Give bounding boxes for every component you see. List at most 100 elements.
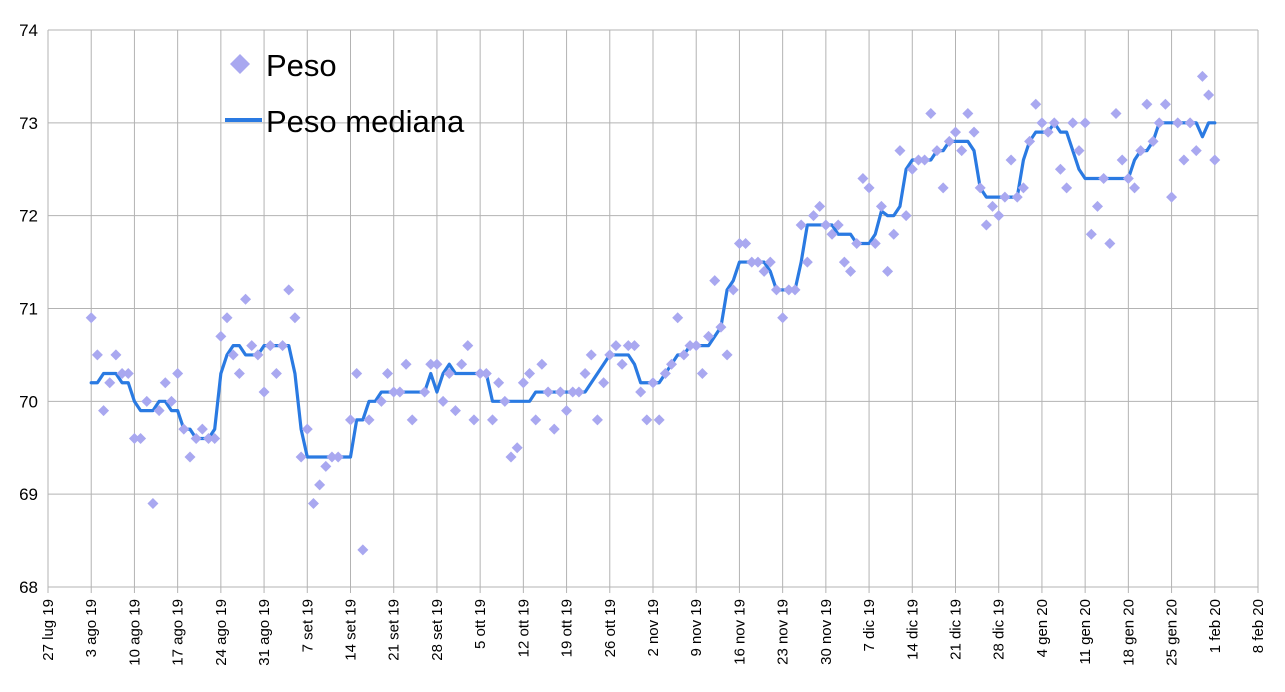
data-point xyxy=(746,256,758,268)
data-point xyxy=(1030,98,1042,110)
data-point xyxy=(406,414,418,426)
data-point xyxy=(511,442,523,454)
data-point xyxy=(233,367,245,379)
data-point xyxy=(845,265,857,277)
data-point xyxy=(480,367,492,379)
data-point xyxy=(591,414,603,426)
y-tick-label: 72 xyxy=(19,207,38,226)
data-point xyxy=(610,340,622,352)
data-point xyxy=(1036,117,1048,129)
data-point xyxy=(554,386,566,398)
data-point xyxy=(468,414,480,426)
x-tick-label: 27 lug 19 xyxy=(40,599,57,661)
data-point xyxy=(888,228,900,240)
data-point xyxy=(382,367,394,379)
data-point xyxy=(604,349,616,361)
data-point xyxy=(912,154,924,166)
data-point xyxy=(1159,98,1171,110)
data-point xyxy=(530,414,542,426)
data-point xyxy=(851,238,863,250)
data-point xyxy=(616,358,628,370)
data-point xyxy=(740,238,752,250)
data-point xyxy=(394,386,406,398)
data-point xyxy=(375,395,387,407)
data-point xyxy=(653,414,665,426)
data-point xyxy=(221,312,233,324)
x-tick-label: 11 gen 20 xyxy=(1077,599,1094,665)
data-point xyxy=(1085,228,1097,240)
data-point xyxy=(585,349,597,361)
data-point xyxy=(110,349,122,361)
data-point xyxy=(1141,98,1153,110)
data-point xyxy=(678,349,690,361)
x-tick-label: 8 feb 20 xyxy=(1250,599,1267,653)
x-tick-label: 28 set 19 xyxy=(429,599,446,661)
data-point xyxy=(628,340,640,352)
data-point xyxy=(900,210,912,222)
data-point xyxy=(536,358,548,370)
x-tick-label: 12 ott 19 xyxy=(515,599,532,657)
x-tick-label: 24 ago 19 xyxy=(213,599,230,666)
legend-label-peso-mediana: Peso mediana xyxy=(266,104,465,139)
data-point xyxy=(696,367,708,379)
x-tick-label: 28 dic 19 xyxy=(991,599,1008,660)
data-point xyxy=(875,200,887,212)
data-point xyxy=(635,386,647,398)
data-point xyxy=(425,358,437,370)
data-point xyxy=(950,126,961,138)
data-point xyxy=(277,340,289,352)
y-tick-label: 69 xyxy=(19,485,38,504)
data-point xyxy=(1196,70,1208,82)
data-point xyxy=(1116,154,1128,166)
data-point xyxy=(252,349,264,361)
x-tick-label: 9 nov 19 xyxy=(688,599,705,657)
data-point xyxy=(1073,145,1085,157)
data-point xyxy=(567,386,579,398)
data-point xyxy=(314,479,326,491)
data-point xyxy=(733,238,745,250)
data-point xyxy=(1098,173,1110,185)
data-point xyxy=(703,330,715,342)
legend-item-peso-mediana: Peso mediana xyxy=(225,104,465,139)
data-point xyxy=(1005,154,1017,166)
series-peso xyxy=(85,70,1221,556)
legend-marker-diamond xyxy=(230,54,250,74)
data-point xyxy=(190,432,202,444)
data-point xyxy=(320,460,332,472)
data-point xyxy=(882,265,894,277)
data-point xyxy=(764,256,776,268)
data-point xyxy=(1061,182,1073,194)
data-point xyxy=(931,145,943,157)
x-tick-label: 14 dic 19 xyxy=(904,599,921,660)
data-point xyxy=(721,349,733,361)
data-point xyxy=(666,358,678,370)
data-point xyxy=(956,145,968,157)
data-point xyxy=(752,256,764,268)
y-tick-label: 74 xyxy=(19,21,38,40)
data-point xyxy=(795,219,807,231)
data-point xyxy=(209,432,221,444)
data-point xyxy=(943,135,955,147)
x-tick-label: 1 feb 20 xyxy=(1207,599,1224,653)
data-point xyxy=(968,126,980,138)
data-point xyxy=(332,451,344,463)
x-tick-label: 14 set 19 xyxy=(343,599,360,661)
data-point xyxy=(184,451,196,463)
data-point xyxy=(215,330,227,342)
data-point xyxy=(462,340,474,352)
data-point xyxy=(128,432,140,444)
data-point xyxy=(246,340,258,352)
data-point xyxy=(999,191,1011,203)
data-point xyxy=(270,367,282,379)
legend-label-peso: Peso xyxy=(266,48,337,83)
data-point xyxy=(289,312,301,324)
data-point xyxy=(672,312,684,324)
x-tick-label: 2 nov 19 xyxy=(645,599,662,657)
x-tick-label: 10 ago 19 xyxy=(126,599,143,666)
data-point xyxy=(85,312,97,324)
data-point xyxy=(307,497,319,509)
data-point xyxy=(357,544,369,556)
data-point xyxy=(135,432,147,444)
x-tick-label: 16 nov 19 xyxy=(731,599,748,665)
data-point xyxy=(758,265,770,277)
